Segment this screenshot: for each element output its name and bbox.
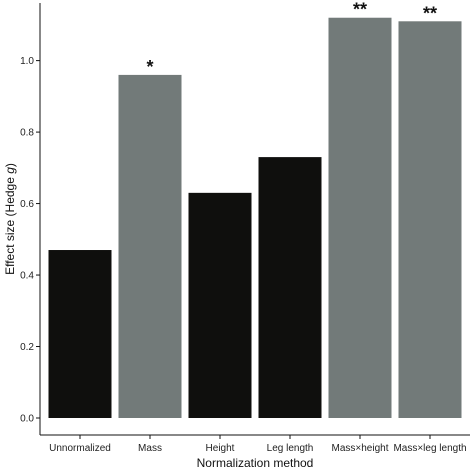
significance-label: **: [353, 0, 367, 20]
bar: [48, 250, 112, 418]
bar: [258, 157, 322, 418]
x-tick-label: Mass×leg length: [393, 443, 466, 454]
y-tick-label: 0.4: [20, 271, 34, 282]
significance-label: **: [423, 3, 437, 23]
x-axis: Unnormalized Mass Height Leg length Mass×hei…: [49, 435, 467, 454]
y-axis-title: Effect size (Hedge g): [3, 163, 17, 275]
bar: [398, 21, 462, 418]
x-tick-label: Leg length: [267, 443, 314, 454]
y-tick-label: 0.2: [20, 342, 34, 353]
y-axis-title-variable: g: [3, 167, 17, 174]
significance-label: *: [146, 57, 153, 77]
y-axis-title-suffix: ): [3, 163, 17, 167]
y-axis-title-prefix: Effect size (Hedge: [3, 174, 17, 275]
bar: [118, 74, 182, 418]
y-tick-label: 1.0: [20, 56, 34, 67]
x-tick-label: Mass: [138, 443, 162, 454]
bar: [188, 192, 252, 418]
bar: [328, 17, 392, 418]
y-tick-label: 0.0: [20, 414, 34, 425]
x-axis-title: Normalization method: [197, 456, 314, 470]
x-tick-label: Mass×height: [332, 443, 389, 454]
x-tick-label: Height: [206, 443, 235, 454]
y-tick-label: 0.8: [20, 128, 34, 139]
bars: [48, 17, 462, 418]
significance-annotations: *** **: [146, 0, 437, 77]
y-axis: 0.0 0.2 0.4 0.6 0.8 1.0: [20, 56, 40, 425]
x-tick-label: Unnormalized: [49, 443, 111, 454]
y-tick-label: 0.6: [20, 199, 34, 210]
